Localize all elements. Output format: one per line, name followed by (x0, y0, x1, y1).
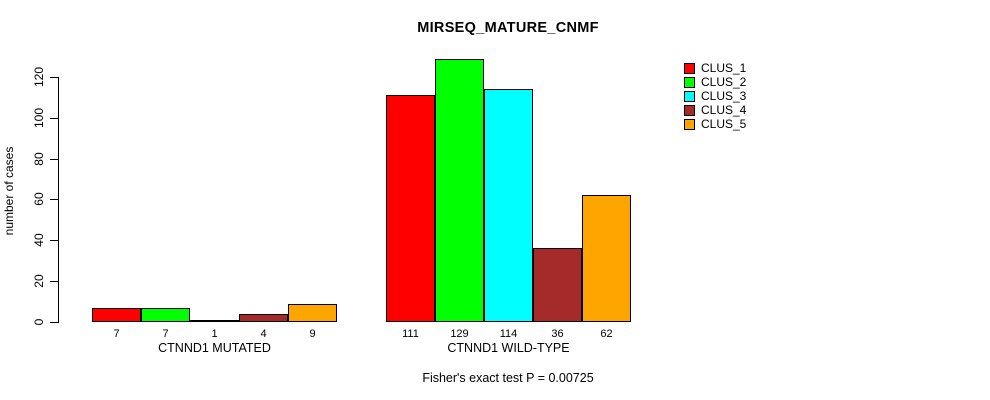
bar-value-label: 62 (600, 328, 613, 340)
bar-clus_1-group1 (92, 308, 141, 322)
bar-clus_3-group1 (190, 320, 239, 322)
bar-clus_3-group2 (484, 89, 533, 322)
bar-clus_4-group2 (533, 248, 582, 322)
legend-label: CLUS_4 (701, 103, 747, 117)
legend-label: CLUS_1 (701, 61, 747, 75)
y-axis-line (58, 77, 59, 323)
bar-value-label: 7 (162, 328, 169, 340)
bar-clus_5-group1 (288, 304, 337, 322)
bar-clus_5-group2 (582, 195, 631, 322)
legend-item-clus_4: CLUS_4 (684, 103, 746, 117)
y-tick-mark (50, 240, 58, 241)
legend-item-clus_3: CLUS_3 (684, 89, 746, 103)
legend-item-clus_2: CLUS_2 (684, 75, 746, 89)
y-tick-label: 0 (32, 318, 46, 326)
y-tick-label: 20 (32, 274, 46, 288)
y-tick-label: 60 (32, 192, 46, 206)
y-tick-mark (50, 77, 58, 78)
legend-label: CLUS_2 (701, 75, 747, 89)
legend-swatch (684, 76, 695, 88)
bar-clus_2-group1 (141, 308, 190, 322)
bar-clus_1-group2 (386, 95, 435, 322)
legend-item-clus_5: CLUS_5 (684, 117, 746, 131)
group-label-2: CTNND1 WILD-TYPE (447, 341, 570, 355)
y-tick-label: 120 (32, 66, 46, 88)
legend-swatch (684, 90, 695, 102)
bar-value-label: 111 (402, 328, 419, 340)
legend-label: CLUS_5 (701, 117, 747, 131)
legend-label: CLUS_3 (701, 89, 747, 103)
y-tick-mark (50, 118, 58, 119)
chart-title: MIRSEQ_MATURE_CNMF (417, 20, 599, 36)
bar-value-label: 129 (450, 328, 469, 340)
legend-swatch (684, 62, 695, 74)
legend-item-clus_1: CLUS_1 (684, 61, 746, 75)
bar-value-label: 9 (309, 328, 316, 340)
bar-clus_2-group2 (435, 59, 484, 322)
group-label-1: CTNND1 MUTATED (158, 341, 271, 355)
legend: CLUS_1 CLUS_2 CLUS_3 CLUS_4 CLUS_5 (684, 61, 746, 131)
fisher-test-annotation: Fisher's exact test P = 0.00725 (422, 371, 594, 385)
y-tick-mark (50, 322, 58, 323)
y-tick-mark (50, 281, 58, 282)
legend-swatch (684, 104, 695, 116)
bar-clus_4-group1 (239, 314, 288, 322)
y-tick-label: 40 (32, 233, 46, 247)
y-tick-mark (50, 159, 58, 160)
legend-swatch (684, 118, 695, 130)
y-axis-label: number of cases (2, 146, 16, 236)
bar-value-label: 7 (113, 328, 120, 340)
bar-value-label: 36 (551, 328, 564, 340)
y-tick-label: 100 (32, 107, 46, 129)
y-tick-label: 80 (32, 152, 46, 166)
bar-value-label: 4 (260, 328, 267, 340)
y-tick-mark (50, 199, 58, 200)
bar-value-label: 1 (211, 328, 218, 340)
bar-value-label: 114 (499, 328, 518, 340)
